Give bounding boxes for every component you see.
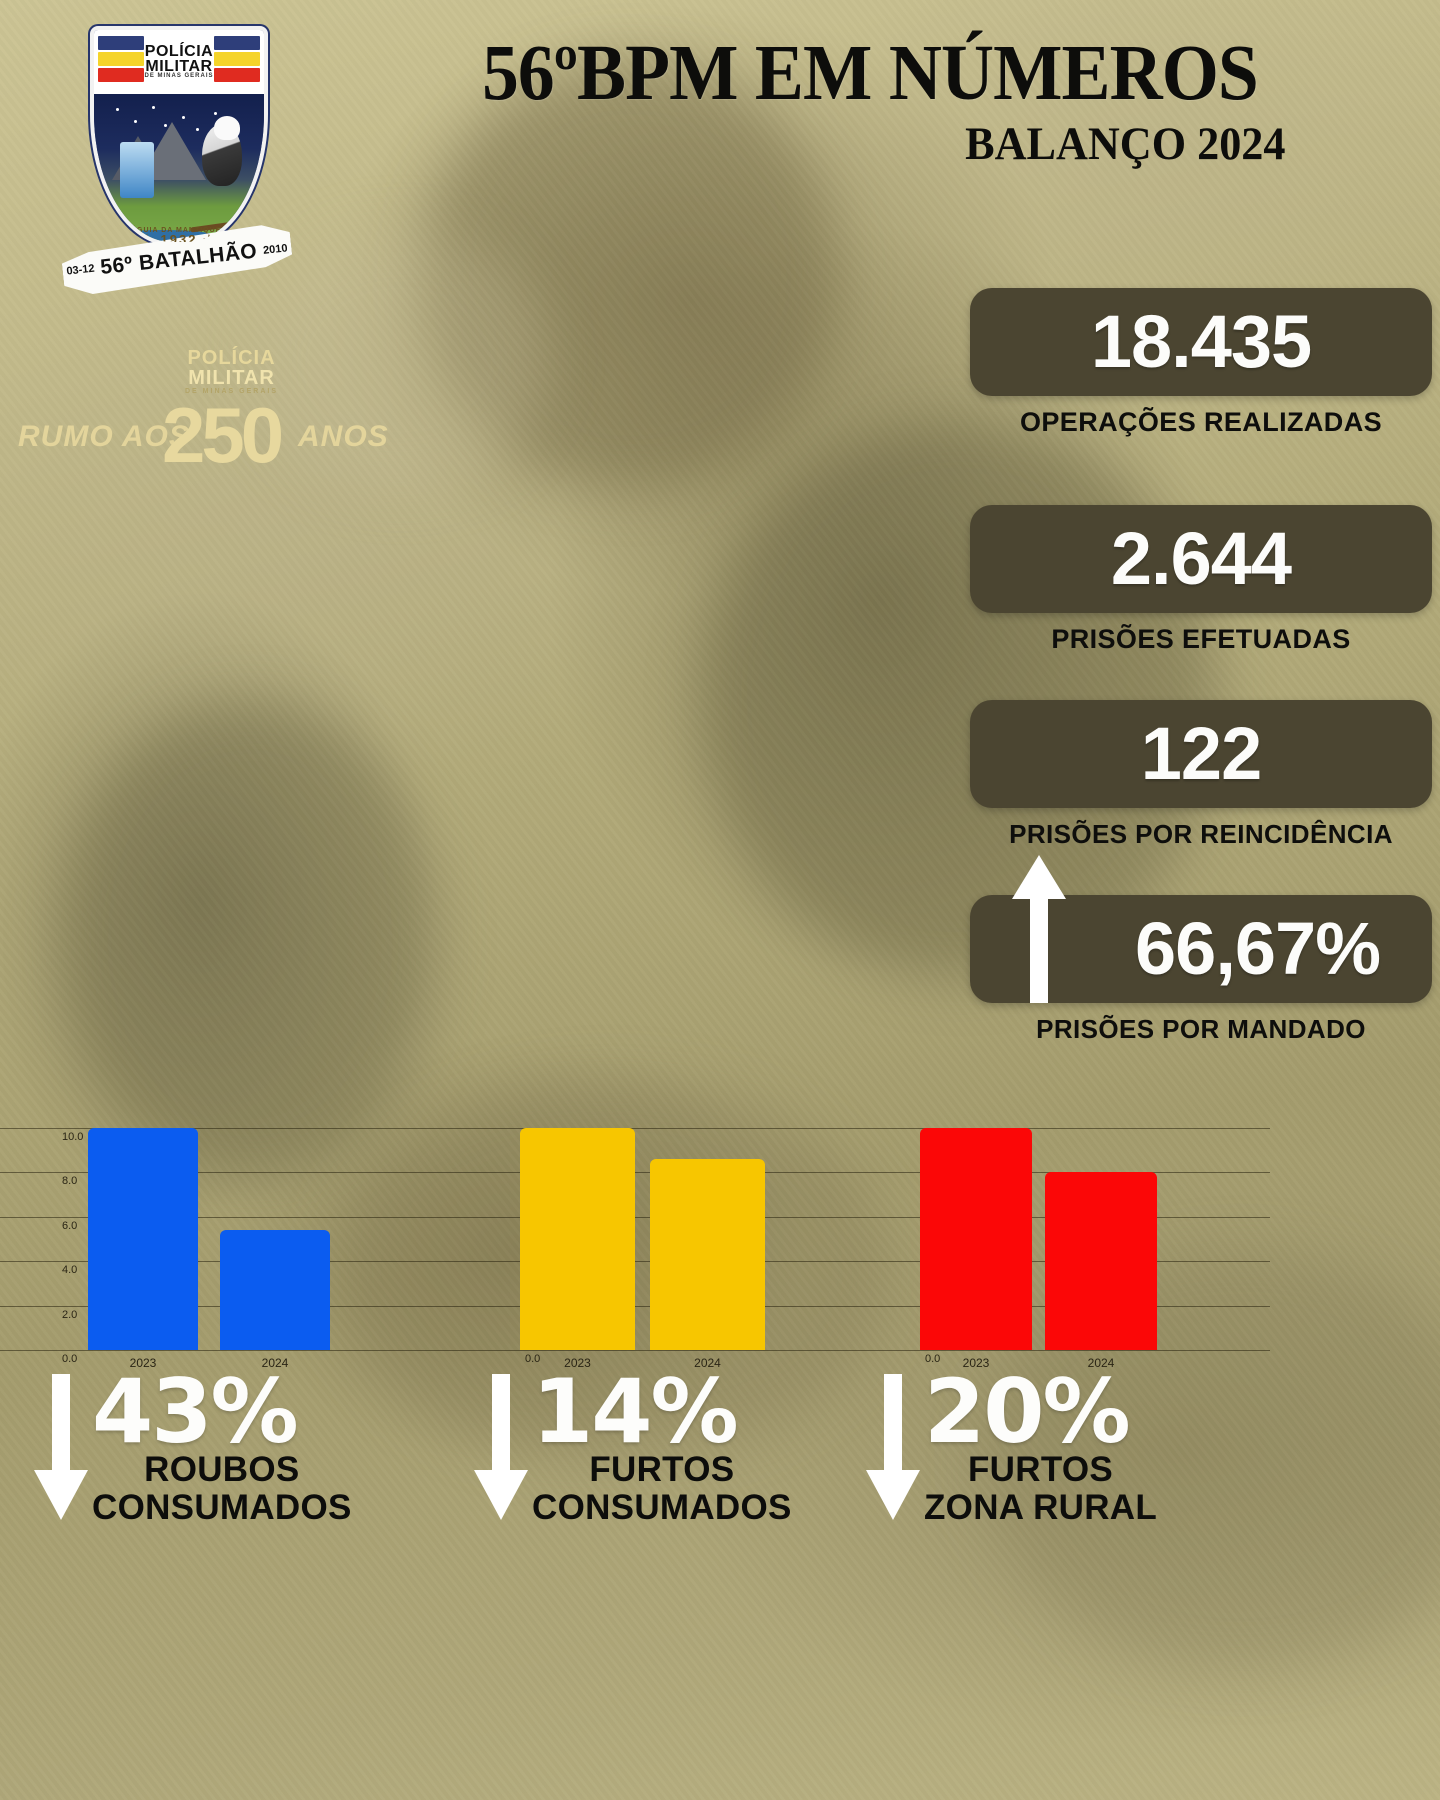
delta-caption-line2: CONSUMADOS bbox=[532, 1487, 792, 1527]
chart-y-tick: 0.0 bbox=[525, 1353, 541, 1365]
delta-caption: ROUBOS CONSUMADOS bbox=[92, 1451, 352, 1527]
chart-gridline bbox=[470, 1128, 870, 1129]
emblem-line2: MILITAR bbox=[145, 58, 213, 76]
ribbon-date-left: 03-12 bbox=[65, 262, 96, 278]
stat-card-mandado: 66,67% PRISÕES POR MANDADO bbox=[970, 855, 1432, 1045]
chart-x-tick: 2024 bbox=[694, 1356, 721, 1370]
chart-y-tick: 8.0 bbox=[62, 1175, 78, 1188]
250-anos-logo: POLÍCIA MILITAR DE MINAS GERAIS RUMO AOS… bbox=[10, 340, 390, 474]
delta-caption-line1: ROUBOS bbox=[144, 1450, 300, 1490]
ribbon-date-right: 2010 bbox=[262, 242, 289, 257]
bar-chart-roubos: 0.0 2.0 4.0 6.0 8.0 10.0 2023 2024 bbox=[0, 1118, 470, 1372]
delta-caption-line1: FURTOS bbox=[589, 1450, 735, 1490]
stat-value: 122 bbox=[1140, 712, 1262, 795]
stat-caption: OPERAÇÕES REALIZADAS bbox=[1019, 407, 1383, 437]
stat-value: 66,67% bbox=[1135, 907, 1381, 990]
stat-value-pill: 66,67% bbox=[970, 855, 1432, 1003]
chart-bar bbox=[920, 1128, 1032, 1350]
emblem-landscape: O ÁGUIA DA MANTIQUEIRA ★ 1932 ★ bbox=[94, 94, 264, 246]
chart-x-tick: 2023 bbox=[962, 1356, 990, 1370]
pmmg-line1: POLÍCIA bbox=[187, 347, 276, 369]
chart-bar bbox=[520, 1128, 635, 1350]
chart-bar bbox=[88, 1128, 198, 1350]
stat-caption: PRISÕES EFETUADAS bbox=[1051, 624, 1351, 654]
chart-gridline bbox=[0, 1128, 470, 1129]
stat-value: 2.644 bbox=[1110, 517, 1292, 600]
delta-percent: 43% bbox=[92, 1360, 299, 1463]
logo-number: 250 bbox=[162, 391, 284, 479]
chart-bar bbox=[1045, 1172, 1157, 1350]
stat-value: 18.435 bbox=[1090, 300, 1312, 383]
chart-gridline bbox=[0, 1350, 470, 1351]
chart-bar bbox=[650, 1159, 765, 1350]
delta-caption: FURTOS ZONA RURAL bbox=[924, 1451, 1157, 1527]
stat-value-pill: 2.644 bbox=[970, 505, 1432, 613]
stat-value-pill: 122 bbox=[970, 700, 1432, 808]
stat-card-prisoes-efetuadas: 2.644 PRISÕES EFETUADAS bbox=[970, 505, 1432, 655]
ribbon-title: 56º BATALHÃO bbox=[99, 239, 259, 279]
emblem-header-band: POLÍCIA MILITAR DE MINAS GERAIS bbox=[94, 30, 264, 94]
pmmg-wordmark: POLÍCIA MILITAR DE MINAS GERAIS bbox=[185, 348, 278, 395]
pmmg-line3: DE MINAS GERAIS bbox=[185, 388, 279, 395]
chart-y-tick: 2.0 bbox=[62, 1308, 78, 1321]
emblem-year: ★ 1932 ★ bbox=[141, 232, 217, 246]
stat-card-reincidencia: 122 PRISÕES POR REINCIDÊNCIA bbox=[970, 700, 1432, 850]
delta-block-furtos: 14% FURTOS CONSUMADOS bbox=[470, 1360, 792, 1527]
chart-x-tick: 2024 bbox=[261, 1356, 289, 1370]
page-title: 56ºBPM EM NÚMEROS bbox=[482, 30, 1259, 117]
chart-x-tick: 2023 bbox=[564, 1356, 591, 1370]
battalion-emblem: POLÍCIA MILITAR DE MINAS GERAIS O ÁGUIA … bbox=[62, 20, 292, 300]
delta-percent: 14% bbox=[532, 1360, 739, 1463]
page-subtitle: BALANÇO 2024 bbox=[965, 118, 1286, 171]
chart-y-tick: 10.0 bbox=[62, 1131, 84, 1143]
photo-silhouette bbox=[60, 700, 440, 1180]
arrow-down-icon bbox=[34, 1374, 88, 1520]
chart-plot-area: 0.0 2.0 4.0 6.0 8.0 10.0 2023 2024 bbox=[0, 1118, 470, 1372]
arrow-down-icon bbox=[866, 1374, 920, 1520]
chart-gridline bbox=[0, 1172, 470, 1174]
delta-caption-line1: FURTOS bbox=[968, 1450, 1114, 1490]
delta-caption: FURTOS CONSUMADOS bbox=[532, 1451, 792, 1527]
stat-card-operacoes: 18.435 OPERAÇÕES REALIZADAS bbox=[970, 288, 1432, 438]
page-title-block: 56ºBPM EM NÚMEROS BALANÇO 2024 bbox=[370, 30, 1370, 171]
arrow-up-icon bbox=[1012, 855, 1066, 1003]
chart-x-tick: 2024 bbox=[1087, 1356, 1115, 1370]
logo-suffix: ANOS bbox=[298, 420, 389, 453]
chart-y-tick: 4.0 bbox=[62, 1264, 78, 1277]
chart-y-tick: 0.0 bbox=[62, 1353, 78, 1365]
pmmg-line2: MILITAR bbox=[188, 367, 275, 389]
delta-caption-line2: ZONA RURAL bbox=[924, 1487, 1158, 1527]
stat-caption: PRISÕES POR MANDADO bbox=[1036, 1014, 1366, 1044]
chart-y-tick: 6.0 bbox=[62, 1219, 78, 1232]
emblem-motto: O ÁGUIA DA MANTIQUEIRA bbox=[121, 227, 237, 234]
chart-gridline bbox=[0, 1216, 470, 1218]
logo-prefix: RUMO AOS bbox=[18, 420, 190, 453]
delta-block-furtos-rural: 20% FURTOS ZONA RURAL bbox=[862, 1360, 1157, 1527]
stat-caption: PRISÕES POR REINCIDÊNCIA bbox=[1009, 819, 1393, 849]
emblem-line3: DE MINAS GERAIS bbox=[144, 73, 214, 80]
flag-stripes-left bbox=[98, 36, 144, 86]
emblem-line1: POLÍCIA bbox=[144, 42, 214, 60]
delta-percent: 20% bbox=[924, 1360, 1131, 1463]
chart-bar bbox=[220, 1230, 330, 1350]
delta-block-roubos: 43% ROUBOS CONSUMADOS bbox=[30, 1360, 352, 1527]
arrow-down-icon bbox=[474, 1374, 528, 1520]
stat-value-pill: 18.435 bbox=[970, 288, 1432, 396]
shield-icon: POLÍCIA MILITAR DE MINAS GERAIS O ÁGUIA … bbox=[90, 26, 268, 246]
flag-stripes-right bbox=[214, 36, 260, 86]
chart-x-tick: 2023 bbox=[129, 1356, 157, 1370]
eagle-head-icon bbox=[214, 116, 240, 140]
delta-caption-line2: CONSUMADOS bbox=[92, 1487, 352, 1527]
chart-gridline bbox=[870, 1128, 1270, 1129]
chart-y-tick: 0.0 bbox=[925, 1353, 941, 1365]
chart-gridline bbox=[870, 1350, 1270, 1351]
chart-gridline bbox=[470, 1350, 870, 1351]
waterfall-icon bbox=[120, 142, 154, 198]
